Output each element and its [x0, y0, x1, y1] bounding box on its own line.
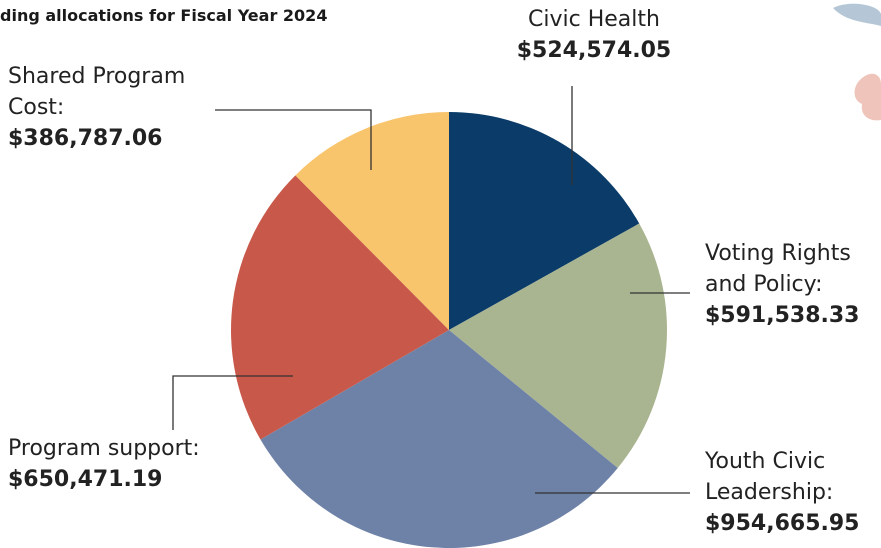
pie-slice	[295, 112, 449, 330]
pie-slice	[230, 175, 449, 440]
label-name: Civic Health	[528, 7, 660, 32]
chart-title: ding allocations for Fiscal Year 2024	[0, 6, 328, 25]
leader-lines	[172, 86, 690, 494]
label-value: $524,574.05	[516, 38, 672, 63]
pie-slice	[449, 223, 667, 469]
slice-label: Voting Rights and Policy: $591,538.33	[705, 238, 881, 331]
pie-slice	[449, 112, 640, 330]
slice-label: Shared Program Cost: $386,787.06	[8, 61, 208, 154]
label-name: Youth Civic Leadership:	[705, 449, 834, 505]
leader-line	[172, 375, 293, 430]
label-value: $386,787.06	[8, 126, 163, 151]
label-value: $650,471.19	[8, 467, 163, 492]
decoration	[854, 73, 881, 121]
slice-label: Program support: $650,471.19	[8, 433, 268, 495]
label-name: Shared Program Cost:	[8, 64, 186, 120]
decoration	[833, 3, 881, 26]
label-value: $591,538.33	[705, 303, 860, 328]
slice-label: Civic Health $524,574.05	[494, 4, 694, 66]
slice-label: Youth Civic Leadership: $954,665.95	[705, 446, 860, 539]
leader-line	[215, 109, 372, 170]
pie	[230, 112, 667, 548]
label-value: $954,665.95	[705, 511, 860, 536]
pie-slice	[260, 330, 618, 548]
label-name: Voting Rights and Policy:	[705, 241, 851, 297]
label-name: Program support:	[8, 436, 200, 461]
